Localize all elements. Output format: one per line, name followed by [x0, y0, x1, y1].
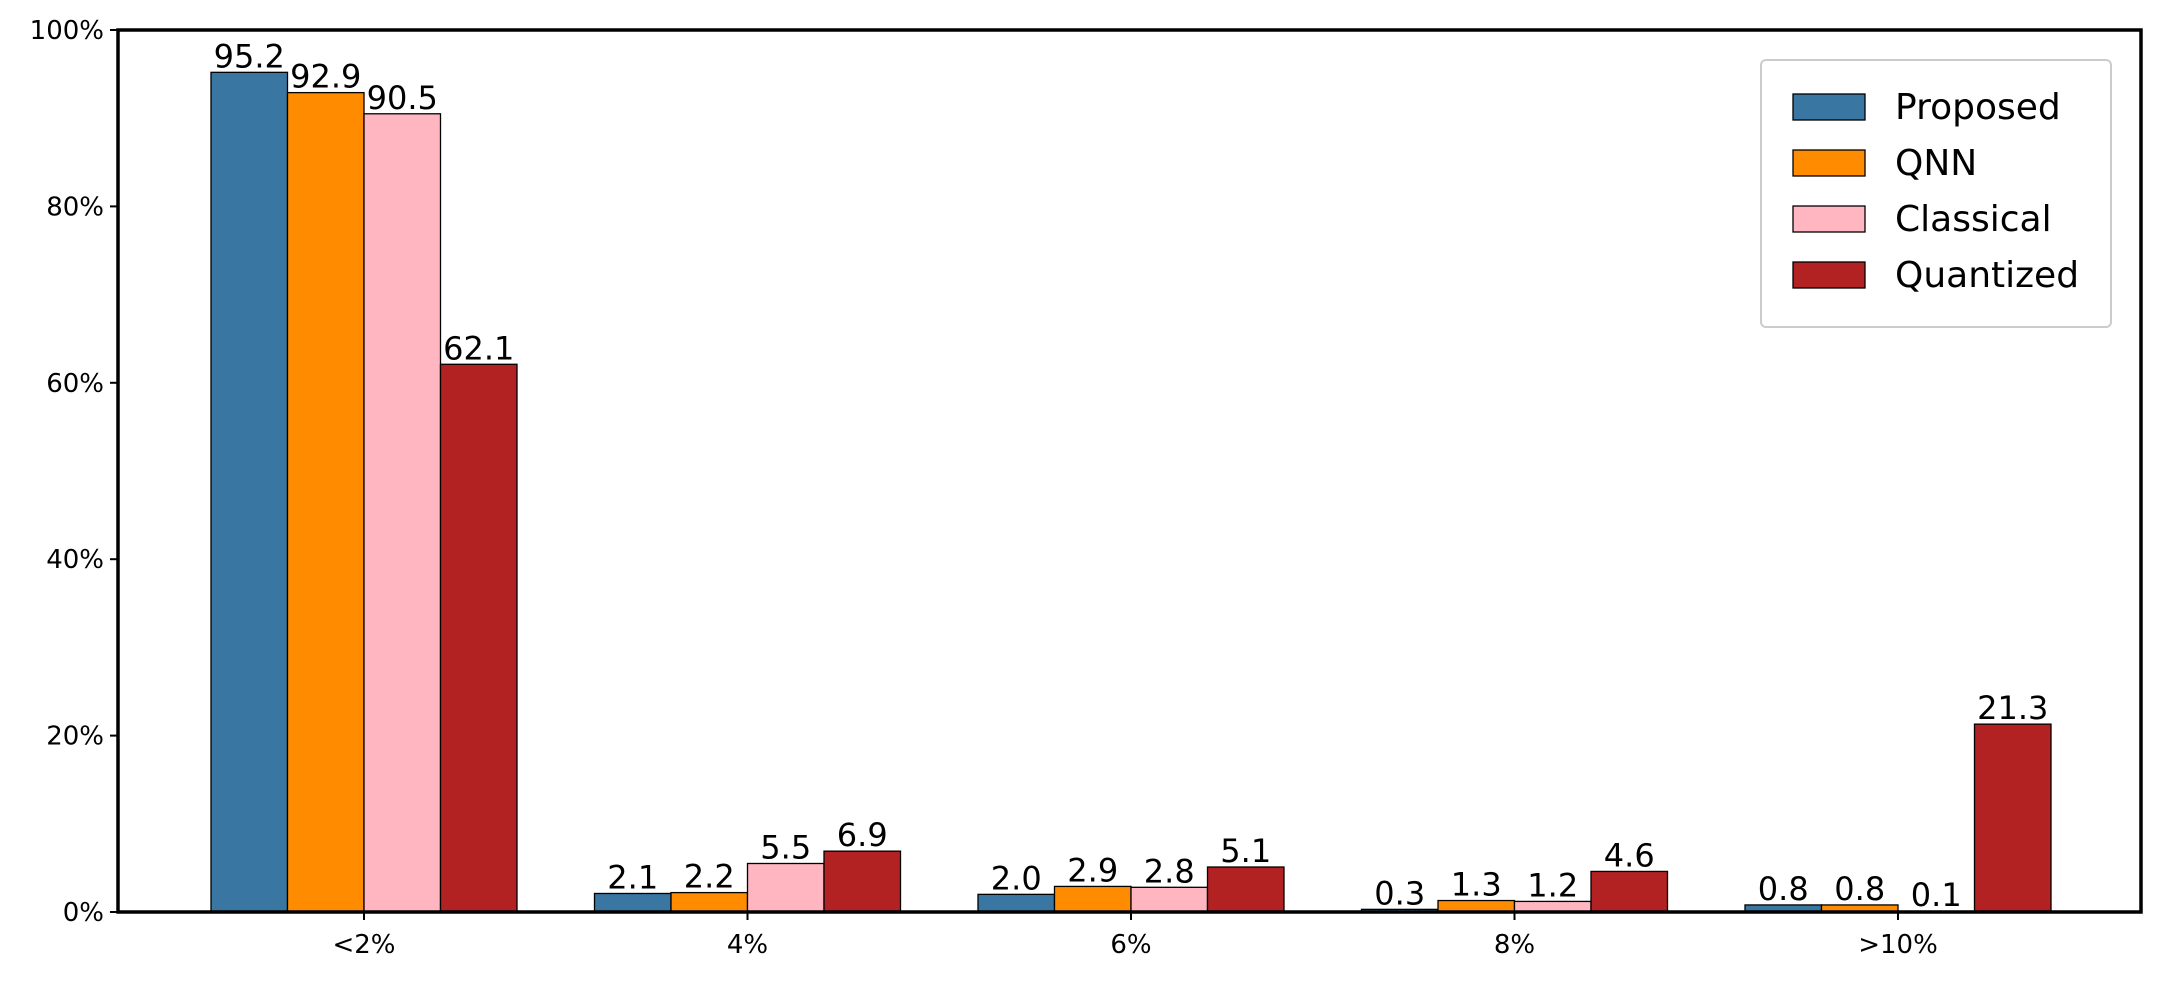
legend: Proposed QNN Classical Quantized — [1760, 59, 2112, 328]
legend-box — [1760, 59, 2112, 328]
bars-layer — [210, 71, 2052, 913]
legend-swatch-quantized — [1792, 261, 1866, 289]
x-tick-label: >10% — [1858, 930, 1938, 960]
data-label-classical-3: 1.2 — [1527, 866, 1578, 904]
legend-label-classical: Classical — [1895, 199, 2052, 240]
data-label-qnn-1: 2.2 — [684, 858, 735, 896]
data-label-proposed-3: 0.3 — [1374, 874, 1425, 912]
legend-label-qnn: QNN — [1895, 143, 1977, 184]
x-tick-label: 8% — [1494, 930, 1535, 960]
data-label-qnn-4: 0.8 — [1834, 870, 1885, 908]
data-label-classical-0: 90.5 — [367, 79, 438, 117]
data-label-qnn-0: 92.9 — [290, 58, 361, 96]
data-label-quantized-0: 62.1 — [443, 329, 514, 367]
y-tick-label: 80% — [46, 192, 104, 222]
bar-quantized-4 — [1973, 723, 2052, 913]
y-tick-label: 40% — [46, 545, 104, 575]
bar-quantized-1 — [823, 850, 902, 913]
data-label-proposed-4: 0.8 — [1758, 870, 1809, 908]
data-label-classical-4: 0.1 — [1911, 876, 1962, 914]
y-tick-label: 20% — [46, 722, 104, 752]
data-label-quantized-4: 21.3 — [1977, 689, 2048, 727]
bar-quantized-3 — [1590, 870, 1669, 913]
bar-qnn-0 — [286, 91, 365, 913]
data-label-quantized-2: 5.1 — [1220, 832, 1271, 870]
legend-swatch-classical — [1792, 205, 1866, 233]
y-tick-label: 0% — [63, 898, 104, 928]
data-label-proposed-0: 95.2 — [214, 37, 285, 75]
legend-swatch-qnn — [1792, 149, 1866, 177]
data-label-quantized-1: 6.9 — [837, 816, 888, 854]
bar-proposed-0 — [210, 71, 289, 913]
data-labels-layer: 95.292.990.5 62.1 2.1 2.2 5.5 6.9 2.0 2.9 2.8 5.1… — [214, 37, 2049, 914]
legend-swatch-proposed — [1792, 93, 1866, 121]
bar-quantized-2 — [1206, 866, 1285, 913]
data-label-classical-1: 5.5 — [760, 828, 811, 866]
data-label-proposed-2: 2.0 — [991, 859, 1042, 897]
plot-frame — [116, 28, 2143, 914]
x-tick-label: 6% — [1110, 930, 1151, 960]
legend-label-proposed: Proposed — [1895, 87, 2061, 128]
x-tick-label: 4% — [727, 930, 768, 960]
data-label-proposed-1: 2.1 — [607, 858, 658, 896]
x-tick-label: <2% — [332, 930, 395, 960]
bar-classical-2 — [1130, 886, 1209, 913]
y-tick-label: 100% — [30, 16, 104, 46]
data-label-qnn-3: 1.3 — [1451, 866, 1502, 904]
data-label-classical-2: 2.8 — [1144, 852, 1195, 890]
bar-classical-1 — [746, 862, 825, 913]
bar-qnn-2 — [1053, 885, 1132, 913]
bar-classical-0 — [363, 113, 442, 913]
axes-layer: 0% 20% 40% 60% 80% 100% <2% 4% 6% 8% >10% — [30, 16, 2143, 960]
legend-label-quantized: Quantized — [1895, 255, 2079, 296]
data-label-qnn-2: 2.9 — [1067, 851, 1118, 889]
bar-quantized-0 — [439, 363, 518, 913]
y-tick-label: 60% — [46, 369, 104, 399]
data-label-quantized-3: 4.6 — [1604, 836, 1655, 874]
